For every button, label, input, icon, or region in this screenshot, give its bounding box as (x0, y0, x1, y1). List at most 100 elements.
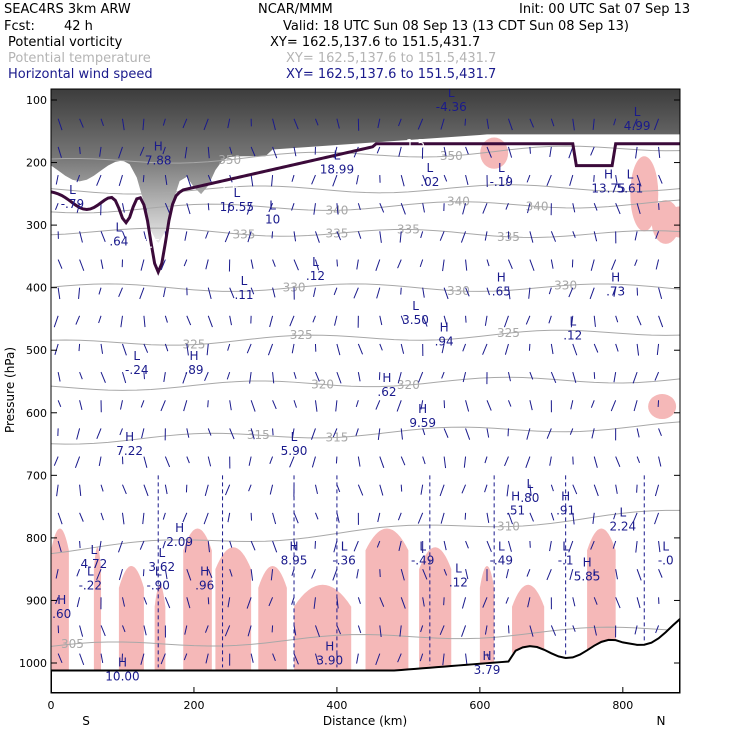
wind-vector (439, 625, 445, 636)
wind-vector (332, 568, 338, 581)
wind-vector (546, 174, 552, 186)
wind-vector (314, 400, 318, 412)
wind-vector (54, 343, 59, 355)
y-tick-label: 600 (26, 407, 47, 420)
wind-vector (334, 315, 338, 326)
wind-vector (272, 512, 277, 525)
wind-vector (356, 174, 359, 185)
wind-vector (419, 259, 424, 268)
wind-vector (396, 400, 402, 412)
wind-vector (140, 259, 145, 271)
wind-vector (55, 203, 59, 211)
wind-vector (353, 287, 359, 299)
wind-vector (593, 315, 596, 327)
wind-vector (118, 540, 123, 553)
extremum-value: 5.85 (574, 569, 601, 583)
wind-vector (613, 118, 617, 126)
extremum-value: -.19 (490, 175, 513, 189)
wind-vector (100, 653, 104, 664)
wind-vector (526, 568, 531, 577)
extremum-value: 3.62 (148, 560, 175, 574)
extremum-marker: L-.24 (125, 349, 148, 377)
wind-vector (569, 569, 574, 580)
pv-contour-label: 1.5 (142, 237, 161, 251)
wind-vector (293, 231, 297, 242)
wind-vector (550, 625, 557, 636)
extremum-value: -.0 (658, 554, 674, 568)
wind-vector (293, 400, 297, 408)
extremum-value: 2.24 (609, 519, 636, 533)
wind-vector (293, 146, 297, 157)
wind-vector (441, 343, 445, 354)
wind-vector (162, 540, 166, 549)
pv-1.5-contour (51, 142, 680, 276)
wind-vector (333, 540, 338, 553)
wind-vector (482, 343, 488, 355)
extremum-type: L (116, 221, 123, 235)
extremum-type: L (91, 543, 98, 557)
wind-vector (462, 372, 467, 383)
wind-vector (268, 597, 274, 607)
wind-vector (612, 540, 617, 549)
wind-vector (486, 287, 490, 296)
extremum-value: .12 (449, 576, 468, 590)
wind-vector (122, 484, 127, 495)
extremum-type: H (200, 565, 209, 579)
wind-vector (486, 512, 490, 523)
wind-vector (572, 512, 575, 525)
wind-vector (634, 259, 638, 266)
wind-vector (271, 231, 274, 239)
wind-vector (420, 231, 424, 239)
extremum-marker: H.91 (556, 490, 575, 518)
wind-vector (379, 484, 384, 496)
positive-pv-region (479, 566, 495, 664)
positive-pv-region (215, 547, 252, 671)
extremum-type: L (241, 274, 248, 288)
wind-vector (250, 428, 255, 440)
wind-vector (206, 343, 209, 356)
extremum-value: -.36 (332, 554, 355, 568)
wind-vector (79, 231, 83, 243)
y-tick-label: 500 (26, 344, 47, 357)
wind-vector (186, 203, 191, 215)
extremum-marker: H3.90 (316, 640, 343, 668)
wind-vector (57, 400, 62, 408)
wind-vector (593, 625, 597, 636)
extremum-type: H (382, 371, 391, 385)
wind-vector (246, 203, 252, 215)
wind-vector (207, 456, 212, 467)
positive-pv-region (93, 547, 102, 671)
wind-vector (465, 569, 469, 580)
wind-vector (506, 174, 509, 185)
wind-vector (57, 372, 61, 382)
wind-vector (658, 315, 664, 328)
field-theta-xy: XY= 162.5,137.6 to 151.5,431.7 (286, 51, 497, 66)
wind-vector (249, 372, 252, 384)
wind-vector (142, 118, 145, 131)
wind-vector (160, 653, 166, 665)
wind-vector (314, 625, 320, 637)
wind-vector (377, 118, 381, 129)
wind-vector (143, 372, 145, 380)
wind-vector (422, 597, 425, 607)
wind-vector (207, 287, 212, 299)
wind-vector (379, 343, 383, 351)
wind-vector (465, 259, 468, 271)
y-tick-label: 800 (26, 532, 47, 545)
wind-vector (635, 540, 638, 553)
wind-vector (505, 569, 509, 579)
wind-vector (315, 371, 320, 382)
wind-vector (184, 625, 188, 635)
wind-vector (143, 597, 148, 605)
wind-vector (227, 118, 231, 129)
wind-vector (484, 625, 488, 635)
y-tick-label: 400 (26, 282, 47, 295)
wind-vector (400, 287, 402, 295)
positive-pv-region (183, 528, 212, 671)
wind-vector (529, 625, 534, 637)
wind-vector (443, 287, 449, 300)
init-time: Init: 00 UTC Sat 07 Sep 13 (519, 2, 691, 17)
wind-vector (507, 146, 513, 158)
extremum-value: 18.99 (320, 163, 354, 177)
extremum-value: -.90 (147, 579, 170, 593)
